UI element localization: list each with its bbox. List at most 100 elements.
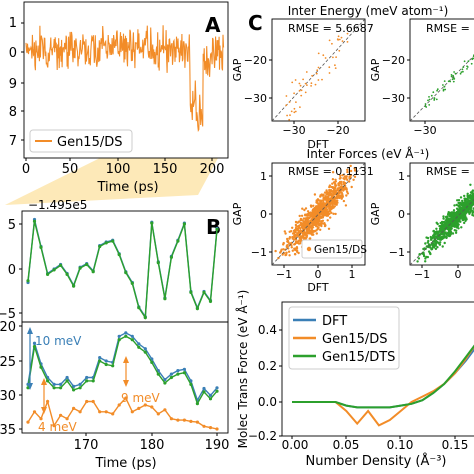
- a-series-line: [25, 25, 225, 133]
- scatter-point: [323, 222, 326, 226]
- b-plot-area: [26, 217, 219, 431]
- scatter-point: [470, 205, 473, 208]
- b-xtick-label: 180: [140, 438, 165, 453]
- scatter-point: [288, 101, 291, 103]
- a-xtick-label: 200: [200, 162, 225, 177]
- scatter-point: [341, 174, 344, 177]
- b-bottom-series-3-marker: [169, 417, 173, 421]
- b-bottom-series-1-marker: [143, 347, 147, 351]
- scatter-point: [294, 110, 297, 113]
- b-bottom-series-3-marker: [117, 403, 121, 407]
- b-bottom-series-1-marker: [130, 334, 134, 338]
- d-ytick-label: −0.2: [248, 429, 277, 443]
- scatter-point: [285, 251, 288, 255]
- b-top-series-2-marker: [150, 221, 154, 225]
- scatter-point: [457, 210, 460, 213]
- scatter-point: [315, 222, 318, 226]
- c-e1-ytick-label: −20: [244, 54, 267, 67]
- scatter-point: [307, 213, 311, 217]
- scatter-point: [460, 202, 464, 205]
- scatter-point: [328, 203, 331, 206]
- scatter-point: [288, 254, 291, 257]
- scatter-point: [293, 107, 296, 110]
- d-legend-label-gen15-ds: Gen15/DS: [322, 332, 388, 347]
- scatter-point: [443, 241, 446, 245]
- scatter-point: [441, 245, 444, 248]
- c-f2-xtick-label: 0: [455, 268, 462, 281]
- b-bottom-series-3-marker: [104, 410, 108, 414]
- scatter-point: [334, 64, 336, 67]
- b-bottom-series-3-marker: [130, 410, 134, 414]
- scatter-point: [291, 249, 294, 252]
- scatter-point: [334, 202, 337, 206]
- c-energy-2-diagonal: [409, 55, 474, 122]
- scatter-point: [443, 85, 446, 88]
- scatter-point: [300, 223, 303, 227]
- scatter-point: [428, 98, 431, 101]
- scatter-point: [435, 221, 438, 224]
- d-ytick-label: 0.2: [258, 359, 277, 373]
- scatter-point: [469, 209, 472, 212]
- scatter-point: [430, 236, 433, 240]
- scatter-point: [434, 230, 437, 234]
- a-legend-label: Gen15/DS: [57, 135, 123, 150]
- scatter-point: [352, 178, 355, 181]
- scatter-point: [304, 91, 307, 94]
- b-bottom-series-3-marker: [143, 403, 147, 407]
- scatter-point: [424, 103, 427, 105]
- scatter-point: [462, 211, 466, 214]
- scatter-point: [462, 66, 465, 68]
- scatter-point: [327, 227, 331, 230]
- panel-a-letter: A: [205, 13, 221, 37]
- scatter-point: [324, 209, 327, 213]
- scatter-point: [291, 235, 294, 239]
- scatter-point: [297, 251, 300, 255]
- scatter-point: [459, 202, 462, 205]
- b-bottom-series-3-marker: [46, 399, 50, 404]
- a-legend-box: [29, 129, 133, 153]
- scatter-point: [328, 66, 331, 69]
- scatter-point: [286, 240, 289, 243]
- scatter-point: [442, 229, 445, 232]
- scatter-point: [445, 215, 449, 218]
- scatter-point: [294, 233, 297, 237]
- b-bottom-series-1-marker: [85, 375, 89, 380]
- scatter-point: [325, 189, 328, 192]
- scatter-point: [342, 177, 345, 180]
- b-bottom-series-2-marker: [189, 382, 193, 386]
- scatter-point: [353, 169, 357, 172]
- scatter-point: [303, 208, 306, 212]
- scatter-point: [447, 213, 450, 216]
- b-bottom-series-2-marker: [111, 364, 115, 368]
- c-forces-1-diagonal: [271, 162, 366, 266]
- scatter-point: [450, 215, 453, 218]
- b-bottom-series-3-marker: [163, 408, 167, 412]
- b-bottom-series-3-marker: [189, 419, 193, 423]
- scatter-point: [297, 224, 300, 228]
- scatter-point: [311, 223, 314, 227]
- b-bottom-series-3-marker: [156, 412, 160, 416]
- scatter-point: [332, 212, 335, 215]
- b-bottom-series-2-marker: [124, 334, 128, 338]
- scatter-point: [456, 199, 459, 202]
- scatter-point: [467, 60, 470, 63]
- scatter-point: [329, 216, 332, 219]
- scatter-point: [331, 203, 334, 206]
- scatter-point: [311, 210, 315, 213]
- scatter-point: [334, 67, 337, 69]
- scatter-point: [339, 174, 342, 177]
- scatter-point: [320, 224, 323, 228]
- scatter-point: [346, 170, 349, 174]
- scatter-point: [309, 219, 312, 222]
- scatter-point: [328, 72, 331, 74]
- scatter-point: [299, 229, 302, 232]
- scatter-point: [294, 230, 297, 233]
- scatter-point: [457, 199, 461, 202]
- scatter-point: [463, 215, 467, 218]
- b-bottom-series-1-marker: [59, 382, 63, 386]
- scatter-point: [432, 234, 435, 238]
- scatter-point: [450, 224, 453, 228]
- b-bottom-series-3-marker: [52, 424, 56, 428]
- scatter-point: [327, 211, 330, 215]
- scatter-point: [344, 204, 348, 207]
